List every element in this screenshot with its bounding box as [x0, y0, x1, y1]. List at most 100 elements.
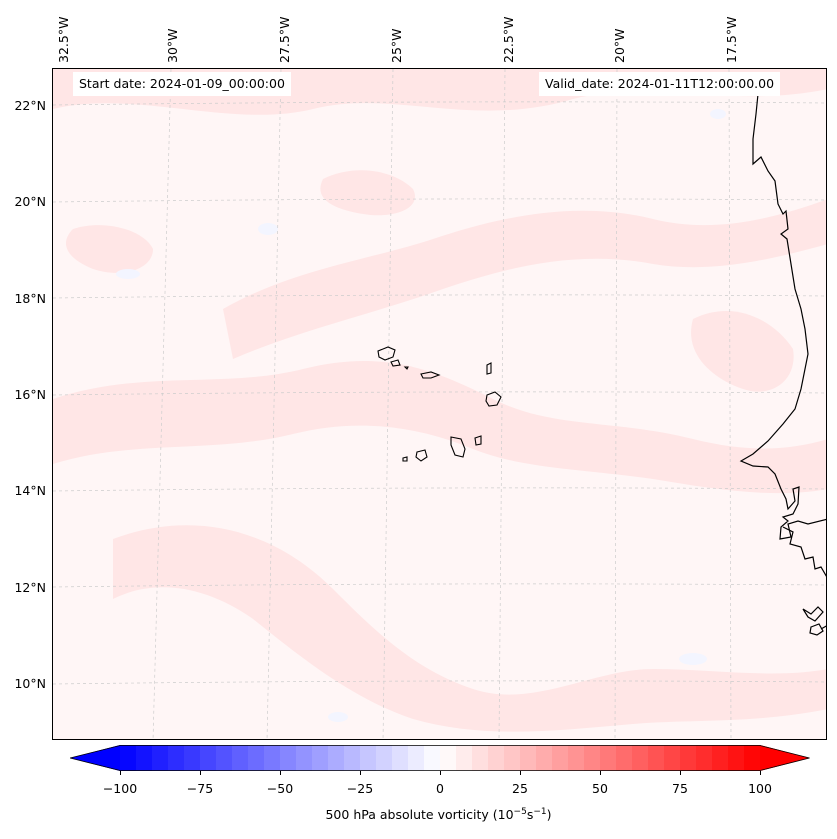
negative-vorticity-patches [116, 109, 726, 722]
island-maio [474, 435, 482, 446]
lon-label-20w: 20°W [612, 28, 627, 63]
colorbar-cell [344, 745, 361, 771]
colorbar-tick-label: −100 [102, 781, 138, 796]
colorbar-tick-mark [120, 771, 121, 775]
gridline-lon-22-5w [498, 69, 506, 739]
lat-label-20n: 20°N [14, 194, 46, 209]
island-santiago [450, 436, 466, 458]
colorbar-cell [488, 745, 505, 771]
colorbar-cell [664, 745, 681, 771]
gridline-lon-27-5w [266, 69, 282, 739]
valid-date-text: Valid_date: 2024-01-11T12:00:00.00 [539, 72, 781, 96]
lon-label-30w: 30°W [165, 28, 180, 63]
lat-label-12n: 12°N [14, 580, 46, 595]
colorbar-cell [392, 745, 409, 771]
colorbar-tick-mark [440, 771, 441, 775]
colorbar-tick-label: −75 [186, 781, 214, 796]
colorbar-cell [328, 745, 345, 771]
vorticity-band-south [113, 525, 826, 732]
colorbar-cell [728, 745, 745, 771]
lat-label-18n: 18°N [14, 291, 46, 306]
vorticity-blob-north [320, 170, 415, 216]
island-santa-luzia [403, 366, 409, 370]
vorticity-field [53, 69, 826, 732]
colorbar-tick-label: 25 [512, 781, 528, 796]
gridline-lat-10n [53, 680, 826, 685]
colorbar-cell [296, 745, 313, 771]
colorbar-tick-label: −25 [346, 781, 374, 796]
island-fogo [415, 449, 428, 462]
lat-label-16n: 16°N [14, 387, 46, 402]
lon-label-22-5w: 22.5°W [501, 16, 516, 63]
colorbar-cell [312, 745, 329, 771]
gridline-lon-25w [382, 69, 394, 739]
negative-patch-3 [679, 653, 707, 665]
cape-verde-islands [377, 346, 502, 462]
colorbar-cell [648, 745, 665, 771]
colorbar-tick-label: −50 [266, 781, 294, 796]
colorbar-cell [696, 745, 713, 771]
colorbar-cell [424, 745, 441, 771]
colorbar-cell [168, 745, 185, 771]
colorbar-tick-mark [520, 771, 521, 775]
vorticity-band-diagonal-1 [223, 199, 826, 359]
colorbar-cell [248, 745, 265, 771]
colorbar-cell [520, 745, 537, 771]
colorbar-cell [280, 745, 297, 771]
gridline-lat-14n [53, 487, 826, 492]
negative-patch-5 [710, 109, 726, 119]
colorbar-label: 500 hPa absolute vorticity (10−5s−1) [325, 807, 552, 823]
colorbar-cell [120, 745, 137, 771]
colorbar-tick-label: 100 [748, 781, 772, 796]
colorbar-cell [712, 745, 729, 771]
negative-patch-2 [116, 269, 140, 279]
guinea-bissau-coast [782, 526, 826, 577]
gridline-lon-17-5w [728, 69, 732, 739]
colorbar-outline [70, 745, 810, 771]
vorticity-band-diagonal-2 [53, 360, 826, 494]
vorticity-map[interactable] [52, 68, 827, 740]
bijagos-island-2 [820, 625, 826, 630]
lat-label-22n: 22°N [14, 98, 46, 113]
colorbar-cell [360, 745, 377, 771]
colorbar-tick-mark [760, 771, 761, 775]
lon-label-25w: 25°W [389, 28, 404, 63]
map-canvas [53, 69, 826, 739]
island-sal [486, 362, 492, 375]
gridline-lat-20n [53, 198, 826, 203]
colorbar-cell [184, 745, 201, 771]
colorbar-cell [536, 745, 553, 771]
bijagos-island [809, 623, 824, 636]
colorbar-tick-mark [600, 771, 601, 775]
colorbar-tick-mark [360, 771, 361, 775]
vorticity-blob-east [691, 310, 794, 392]
colorbar-tick-label: 75 [672, 781, 688, 796]
colorbar-cell [152, 745, 169, 771]
african-coastline [739, 93, 826, 540]
colorbar-tick-label: 0 [436, 781, 444, 796]
gridline-lon-20w [614, 69, 618, 739]
start-date-text: Start date: 2024-01-09_00:00:00 [73, 72, 291, 96]
colorbar-cell [264, 745, 281, 771]
colorbar-extend-min [70, 745, 120, 771]
colorbar-cell [232, 745, 249, 771]
guinea-coast [802, 606, 824, 622]
island-boa-vista [485, 391, 502, 407]
colorbar-cell [200, 745, 217, 771]
colorbar-tick-label: 50 [592, 781, 608, 796]
lat-label-10n: 10°N [14, 676, 46, 691]
colorbar-cell [136, 745, 153, 771]
vorticity-blob-west [65, 225, 153, 273]
coastlines [739, 93, 826, 636]
lon-label-27-5w: 27.5°W [277, 16, 292, 63]
colorbar-tick-mark [680, 771, 681, 775]
colorbar-extend-max [760, 745, 810, 771]
gridline-lat-22n [53, 101, 826, 106]
gridline-lat-18n [53, 294, 826, 299]
lat-label-14n: 14°N [14, 483, 46, 498]
colorbar [70, 745, 810, 771]
colorbar-cell [744, 745, 761, 771]
colorbar-cell [216, 745, 233, 771]
gridline-lat-12n [53, 583, 826, 588]
colorbar-cell [504, 745, 521, 771]
